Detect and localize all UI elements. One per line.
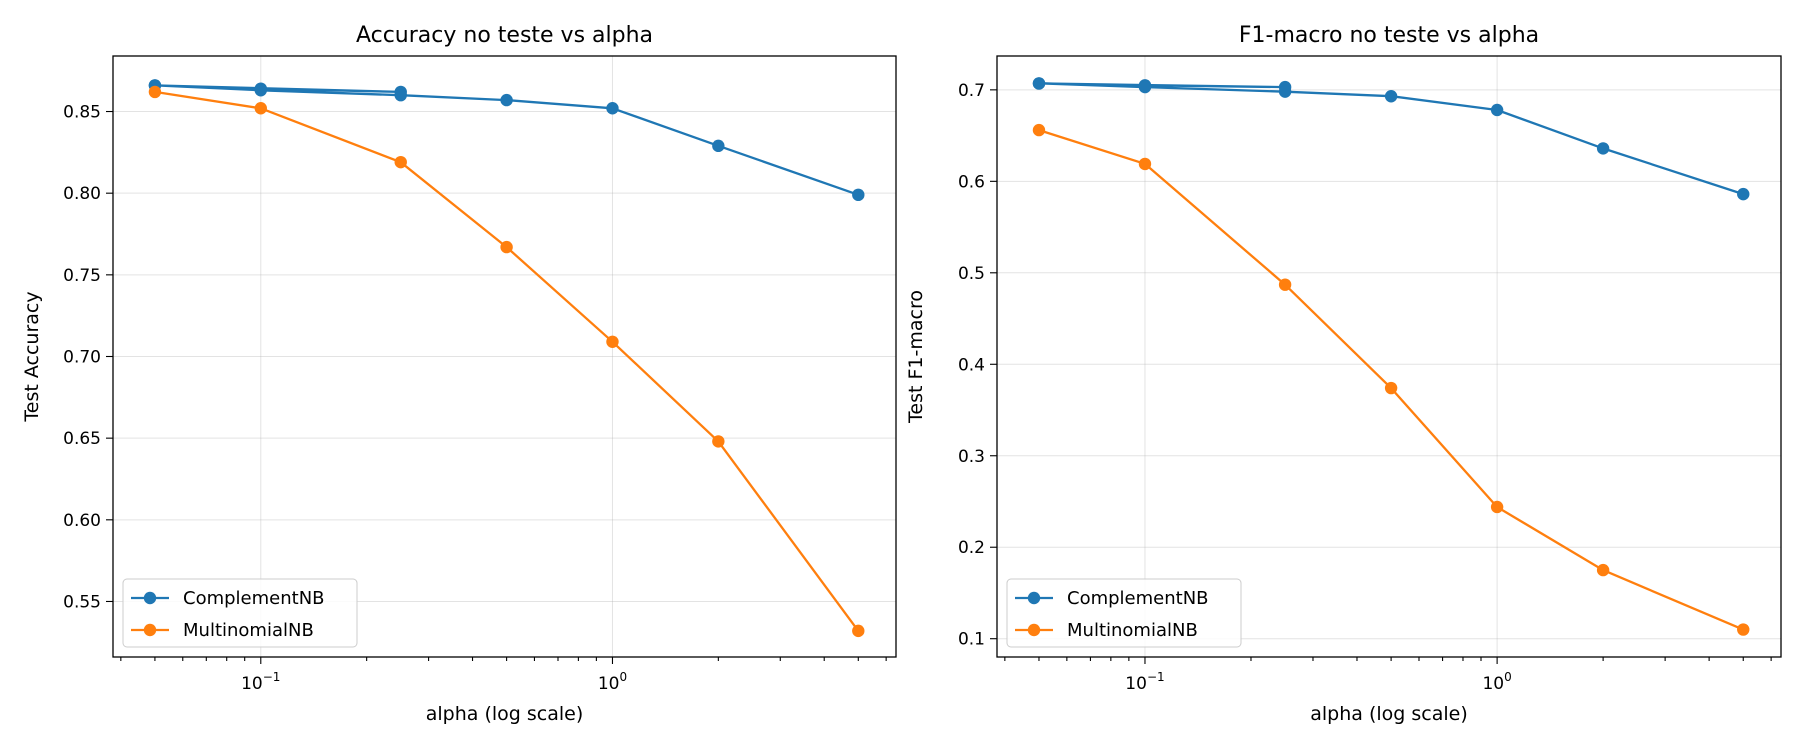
legend-marker — [1027, 591, 1041, 605]
data-point — [1490, 103, 1504, 117]
legend-marker — [1027, 623, 1041, 637]
series-ComplementNB — [1032, 77, 1750, 201]
x-tick-label: 10−1 — [1125, 670, 1164, 694]
data-point — [712, 139, 725, 153]
data-point — [1032, 77, 1046, 90]
data-point — [1278, 85, 1292, 98]
data-point — [852, 188, 865, 202]
y-tick-label: 0.5 — [958, 264, 985, 284]
y-axis-label: Test F1-macro — [905, 290, 927, 424]
x-tick-label: 10−1 — [241, 670, 280, 694]
legend-marker — [143, 591, 157, 605]
data-point — [1032, 123, 1046, 137]
data-point — [852, 624, 865, 638]
y-tick-label: 0.3 — [958, 447, 985, 467]
legend: ComplementNB MultinomialNB — [122, 578, 358, 648]
legend-label: ComplementNB — [1067, 588, 1209, 609]
y-tick-label: 0.7 — [958, 81, 985, 101]
x-tick-label: 100 — [598, 670, 627, 694]
legend-label: MultinomialNB — [183, 620, 314, 641]
data-point — [500, 240, 513, 254]
data-point — [1737, 187, 1750, 201]
y-tick-label: 0.4 — [958, 355, 985, 375]
series-ComplementNB — [148, 79, 865, 202]
data-point — [1278, 278, 1292, 291]
y-tick-label: 0.6 — [958, 172, 985, 192]
y-tick-label: 0.60 — [63, 511, 101, 531]
series-line — [1037, 82, 1744, 196]
data-point — [1596, 142, 1610, 155]
data-point — [712, 435, 725, 448]
data-point — [1490, 500, 1504, 514]
legend-box — [1006, 578, 1242, 648]
y-axis-label: Test Accuracy — [21, 291, 43, 422]
x-tick-label: 100 — [1482, 670, 1511, 694]
data-point — [148, 85, 162, 99]
data-point — [394, 155, 407, 169]
data-point — [1384, 381, 1398, 395]
data-point — [254, 84, 267, 97]
series-MultinomialNB — [148, 85, 865, 638]
y-tick-label: 0.1 — [958, 630, 985, 650]
chart-panel-2: 10−1 100 0.1 0.2 0.3 0.4 0.5 0.6 0.7 F1-macro no … — [905, 23, 1782, 725]
series-MultinomialNB — [1032, 123, 1750, 636]
data-point — [500, 93, 513, 107]
data-point — [254, 102, 267, 115]
y-tick-label: 0.85 — [63, 103, 101, 123]
data-point — [1384, 90, 1398, 103]
legend-label: MultinomialNB — [1067, 620, 1198, 641]
x-axis-label: alpha (log scale) — [426, 703, 584, 725]
grid — [113, 56, 896, 657]
axes-frame — [996, 55, 1782, 658]
grid — [997, 56, 1781, 657]
data-point — [1138, 157, 1152, 171]
data-point — [606, 335, 619, 349]
legend-box — [122, 578, 358, 648]
y-tick-label: 0.55 — [63, 592, 101, 612]
legend-label: ComplementNB — [183, 588, 325, 609]
chart-title: Accuracy no teste vs alpha — [356, 23, 653, 48]
chart-title: F1-macro no teste vs alpha — [1239, 23, 1539, 48]
legend-marker — [143, 623, 157, 637]
chart-panel-1: 10−1 100 0.55 0.60 0.65 0.70 0.75 0.80 0.85 Accur… — [21, 23, 897, 725]
y-tick-label: 0.70 — [63, 348, 101, 368]
legend: ComplementNB MultinomialNB — [1006, 578, 1242, 648]
data-point — [1737, 623, 1750, 636]
data-point — [606, 102, 619, 115]
x-axis-label: alpha (log scale) — [1310, 703, 1468, 725]
y-tick-label: 0.80 — [63, 184, 101, 204]
y-tick-label: 0.65 — [63, 429, 101, 449]
data-point — [1138, 80, 1152, 94]
data-point — [1596, 563, 1610, 577]
data-point — [394, 88, 407, 102]
series-line — [153, 84, 859, 196]
y-tick-label: 0.2 — [958, 538, 985, 558]
y-tick-label: 0.75 — [63, 266, 101, 286]
